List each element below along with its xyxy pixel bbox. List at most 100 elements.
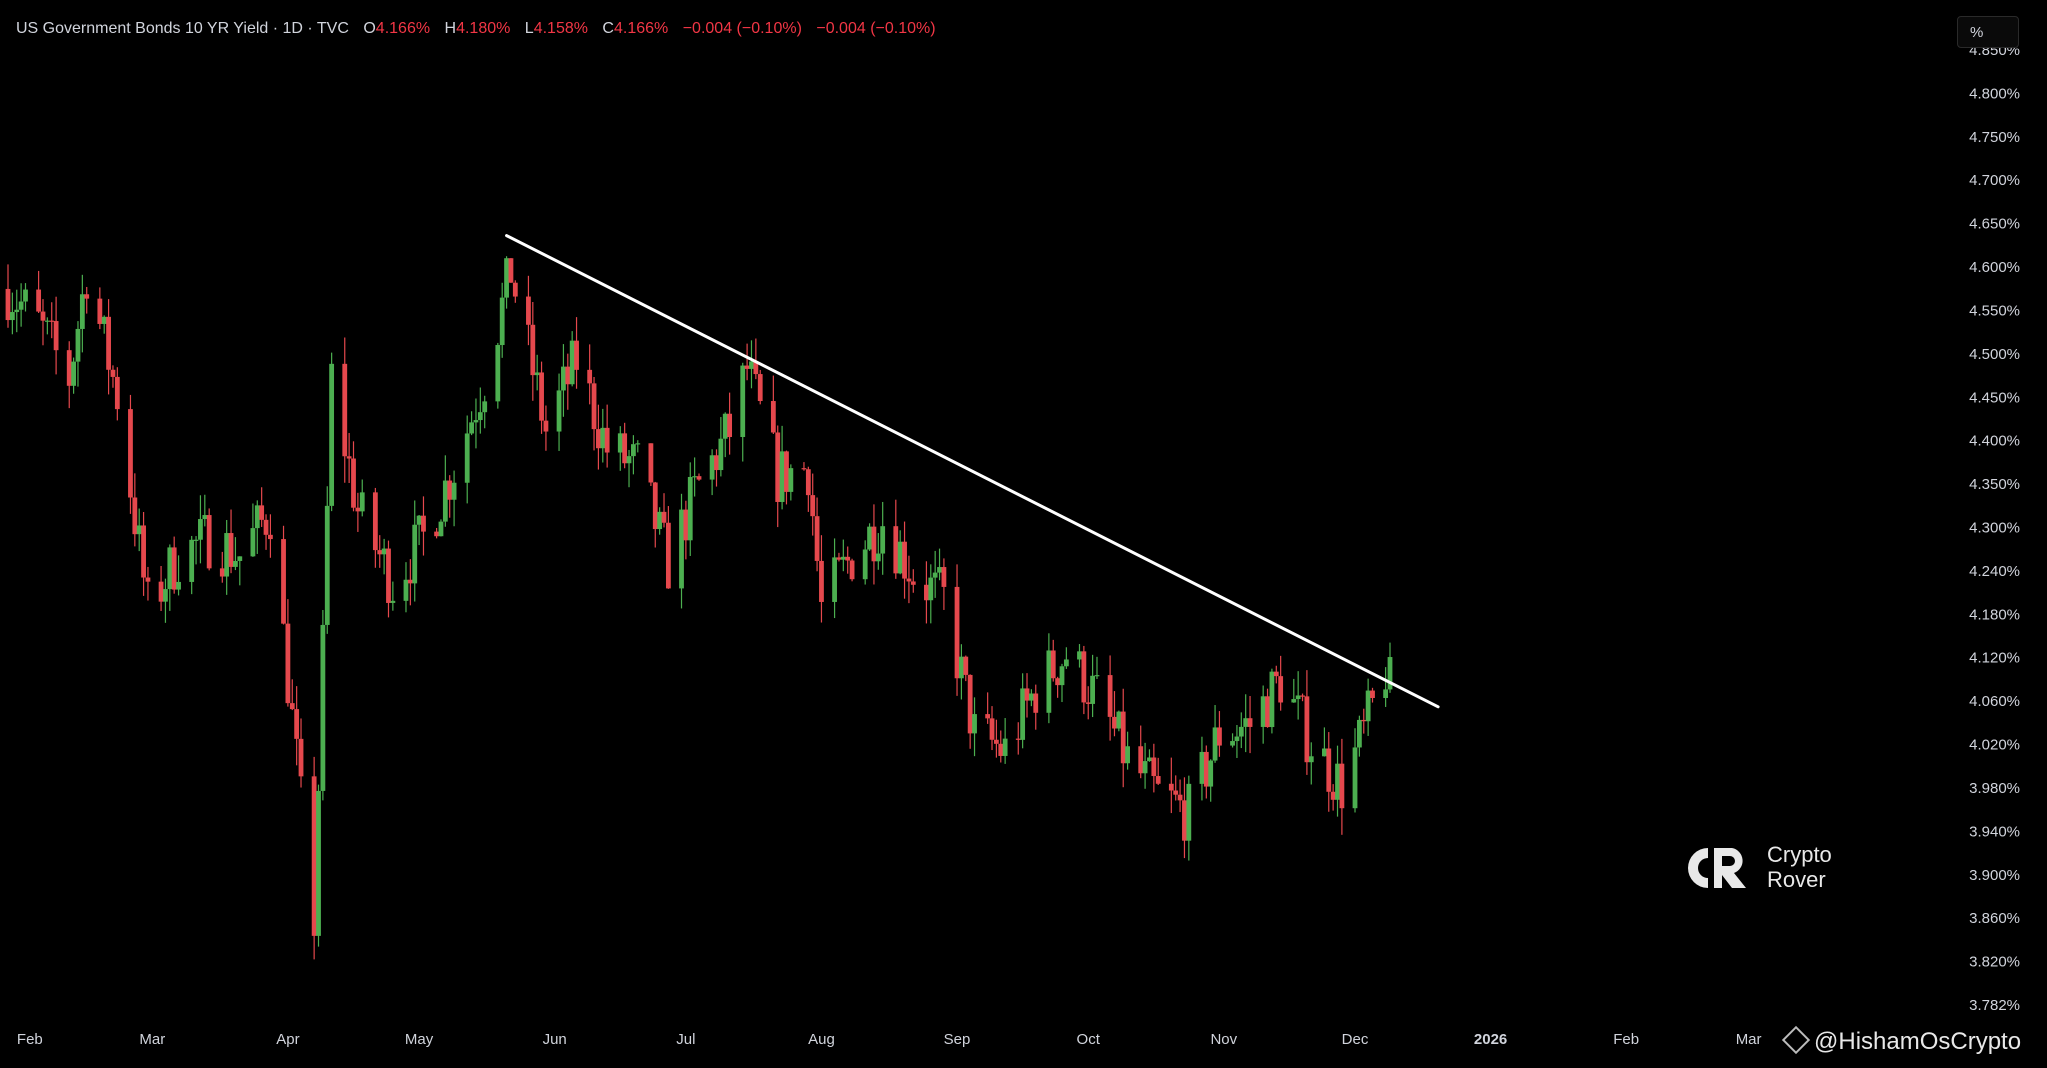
candle [941,558,947,610]
candle [630,435,636,475]
candle [1033,684,1039,730]
candle-body [906,578,912,582]
candle-body [36,289,42,312]
candle-body [1383,689,1389,698]
candle-body [351,458,356,508]
candle [596,404,601,470]
candle [1304,670,1310,775]
candle [727,392,733,455]
price-axis[interactable]: 4.850%4.800%4.750%4.700%4.650%4.600%4.55… [1969,42,2020,1014]
candle-body [963,656,969,675]
candle [569,331,575,387]
candle [740,362,746,462]
candle-body [1094,675,1100,677]
candle-body [696,476,702,480]
candle [648,443,654,486]
candle [495,342,501,409]
candle-body [110,369,116,377]
candle-body [285,623,291,704]
candle [1046,633,1052,724]
candle [324,486,330,634]
candle-body [9,312,15,321]
candle-body [1370,690,1375,698]
candle-body [1125,746,1130,764]
candle-body [1120,711,1126,764]
candle [198,495,203,564]
candle [1273,665,1279,684]
candle-body [556,390,562,432]
candle [749,340,754,389]
high-label: H [444,20,457,37]
candle-body [141,525,146,578]
candle [928,564,934,624]
candle [543,405,549,451]
candle [1300,693,1305,702]
candle-body [281,539,286,624]
candle-body [622,433,628,464]
candle-body [630,444,636,457]
candle-body [814,516,820,561]
candle-body [993,739,999,744]
time-tick-label: Nov [1210,1031,1237,1048]
candle [1120,688,1126,788]
trendline[interactable] [505,234,1440,709]
candle [687,462,693,556]
candle [591,377,597,451]
candle-body [1365,690,1371,722]
time-tick-label: Jul [676,1031,695,1048]
candle [228,509,234,574]
candle [1335,745,1340,817]
candle-body [1203,751,1209,787]
candle-body [499,297,505,346]
price-tick-label: 3.980% [1969,780,2020,797]
candle-body [810,495,816,517]
candle-body [1090,675,1096,704]
candle-body [53,321,59,351]
candle [875,533,881,570]
candle [351,441,356,512]
candle-body [1177,794,1183,801]
candle [539,361,544,434]
candle [932,550,938,598]
candle-body [648,443,654,483]
candle [451,470,457,527]
candle [561,344,566,417]
candle-body [862,549,868,580]
candle [329,352,335,512]
candle-body [1295,695,1301,700]
candle [381,538,387,575]
candle [998,730,1004,763]
candle [1020,673,1026,749]
candle [679,493,684,609]
candle-body [714,455,719,471]
candle-body [1081,651,1087,703]
candle [136,508,142,552]
candle [1365,678,1371,736]
price-tick-label: 4.400% [1969,433,2020,450]
candle [114,367,120,421]
logo-text-line1: Crypto [1767,842,1832,867]
candle-body [561,366,566,391]
time-axis[interactable]: Feb Mar Apr May Jun Jul Aug Sep Oct Nov Dec 2026 Feb… [17,1031,1762,1048]
candle-body [412,524,418,584]
candle-body [1304,696,1310,763]
candle-body [657,511,663,530]
candle [757,369,763,405]
candle-body [1002,738,1008,756]
candle-body [539,372,544,421]
percent-scale-button[interactable]: % [1957,16,2019,48]
candle [810,473,816,536]
candle-body [543,420,549,432]
price-tick-label: 3.860% [1969,910,2020,927]
candle-body [495,345,501,402]
candle [372,487,378,568]
candle [801,462,807,471]
candle-body [805,469,811,496]
candle-body [44,320,50,322]
candle-body [1339,763,1345,809]
candle [176,555,181,596]
candle [1321,727,1327,757]
candle [967,674,973,749]
candle [805,466,811,512]
